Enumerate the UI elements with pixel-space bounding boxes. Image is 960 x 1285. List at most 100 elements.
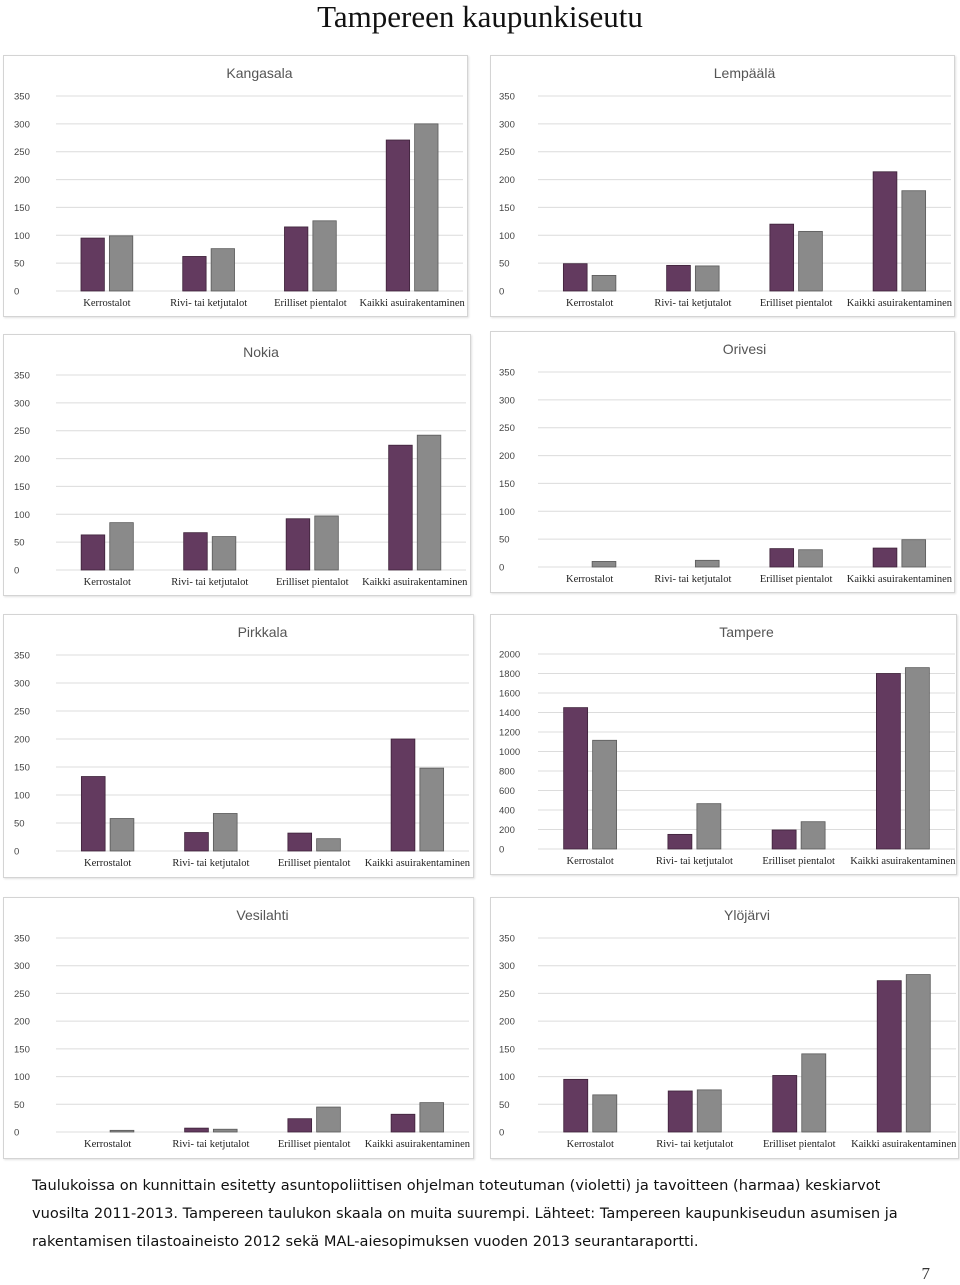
chart-svg: Tampere 0 200 400 600 800 1000 1200 1400 1600 1800…	[499, 624, 956, 867]
bar-toteutuma	[667, 1090, 693, 1133]
y-tick-label: 300	[499, 119, 515, 130]
y-tick-label: 300	[14, 679, 30, 690]
y-tick-label: 0	[499, 845, 504, 856]
x-category-label: Rivi- tai ketjutalot	[656, 1139, 733, 1150]
y-tick-label: 800	[499, 767, 515, 778]
y-tick-label: 50	[14, 819, 25, 830]
y-tick-label: 350	[14, 651, 30, 662]
chart-title: Nokia	[243, 344, 279, 360]
bar-toteutuma	[872, 547, 898, 568]
y-tick-label: 200	[499, 1017, 515, 1028]
bar-toteutuma	[388, 444, 413, 571]
x-category-label: Kerrostalot	[84, 577, 131, 588]
y-tick-label: 150	[14, 763, 30, 774]
y-tick-label: 0	[14, 566, 19, 577]
y-tick-label: 300	[14, 398, 30, 409]
bar-toteutuma	[563, 707, 589, 850]
bar-tavoite	[212, 813, 238, 852]
bar-tavoite	[109, 1129, 135, 1133]
chart-title: Pirkkala	[238, 624, 288, 640]
bar-toteutuma	[285, 518, 311, 571]
chart-panel-2: Lempäälä 0 50 100 150 200 250 300 350 Kerrostalot…	[490, 55, 955, 317]
x-category-label: Erilliset pientalot	[274, 298, 347, 309]
y-tick-label: 200	[14, 175, 30, 186]
bar-tavoite	[312, 220, 337, 292]
bar-toteutuma	[875, 673, 901, 850]
y-tick-label: 50	[499, 1100, 510, 1111]
chart-panel-8: Ylöjärvi 0 50 100 150 200 250 300 350 Kerrostalot…	[490, 897, 959, 1159]
bar-toteutuma	[872, 171, 898, 292]
bar-tavoite	[109, 522, 134, 571]
y-tick-label: 1600	[499, 689, 520, 700]
bar-toteutuma	[184, 832, 209, 852]
y-tick-label: 1400	[499, 708, 520, 719]
bar-toteutuma	[184, 1127, 209, 1133]
bar-tavoite	[416, 434, 442, 571]
y-tick-label: 50	[499, 535, 510, 546]
y-tick-label: 100	[14, 231, 30, 242]
y-tick-label: 350	[14, 92, 30, 103]
y-tick-label: 1800	[499, 669, 520, 680]
bar-tavoite	[592, 1094, 618, 1133]
y-tick-label: 350	[499, 934, 515, 945]
x-category-label: Kerrostalot	[566, 574, 613, 585]
chart-panel-5: Pirkkala 0 50 100 150 200 250 300 350 Kerrostalot…	[3, 614, 474, 878]
bar-toteutuma	[80, 534, 106, 571]
bar-tavoite	[211, 536, 237, 571]
x-category-label: Kerrostalot	[566, 298, 613, 309]
y-tick-label: 250	[14, 989, 30, 1000]
bar-toteutuma	[667, 833, 693, 850]
y-tick-label: 50	[499, 259, 510, 270]
y-tick-label: 300	[499, 961, 515, 972]
chart-svg: Lempäälä 0 50 100 150 200 250 300 350 Kerrostalot…	[499, 65, 953, 309]
x-category-label: Kerrostalot	[84, 1139, 131, 1150]
y-tick-label: 0	[14, 287, 19, 298]
bar-tavoite	[108, 235, 134, 292]
y-tick-label: 200	[499, 451, 515, 462]
chart-svg: Vesilahti 0 50 100 150 200 250 300 350 Kerrostalo…	[14, 907, 471, 1150]
bar-tavoite	[419, 767, 445, 852]
y-tick-label: 150	[14, 1044, 30, 1055]
bar-toteutuma	[182, 256, 207, 292]
bar-tavoite	[316, 838, 341, 852]
y-tick-label: 250	[14, 707, 30, 718]
chart-svg: Nokia 0 50 100 150 200 250 300 350 Kerrostalot Riv…	[14, 344, 468, 588]
x-category-label: Erilliset pientalot	[760, 574, 833, 585]
y-tick-label: 150	[499, 1044, 515, 1055]
x-category-label: Erilliset pientalot	[763, 1139, 836, 1150]
y-tick-label: 200	[499, 825, 515, 836]
y-tick-label: 250	[499, 989, 515, 1000]
y-tick-label: 50	[14, 1100, 25, 1111]
chart-panel-6: Tampere 0 200 400 600 800 1000 1200 1400 1600 1800…	[490, 614, 957, 875]
y-tick-label: 100	[14, 791, 30, 802]
chart-title: Kangasala	[226, 65, 292, 81]
x-category-label: Rivi- tai ketjutalot	[172, 1139, 249, 1150]
y-tick-label: 200	[14, 1017, 30, 1028]
bar-toteutuma	[385, 139, 411, 292]
x-category-label: Erilliset pientalot	[278, 858, 351, 869]
y-tick-label: 1000	[499, 747, 520, 758]
bar-tavoite	[798, 549, 823, 568]
y-tick-label: 0	[499, 1128, 504, 1139]
x-category-label: Kerrostalot	[83, 298, 130, 309]
bar-toteutuma	[287, 832, 313, 852]
chart-panel-7: Vesilahti 0 50 100 150 200 250 300 350 Kerrostalo…	[3, 897, 474, 1159]
chart-svg: Kangasala 0 50 100 150 200 250 300 350 Kerrostalo…	[14, 65, 465, 309]
y-tick-label: 250	[14, 426, 30, 437]
x-category-label: Kaikki asuirakentaminen	[847, 574, 953, 585]
y-tick-label: 200	[14, 735, 30, 746]
bar-toteutuma	[284, 226, 309, 292]
bar-tavoite	[801, 1053, 827, 1133]
chart-title: Ylöjärvi	[724, 907, 770, 923]
bar-tavoite	[694, 265, 720, 292]
chart-panel-4: Orivesi 0 50 100 150 200 250 300 350 Kerrostalot R…	[490, 331, 955, 593]
bar-toteutuma	[771, 829, 797, 850]
bar-tavoite	[800, 821, 826, 850]
bar-toteutuma	[287, 1118, 313, 1133]
y-tick-label: 350	[14, 371, 30, 382]
y-tick-label: 200	[14, 454, 30, 465]
chart-panel-1: Kangasala 0 50 100 150 200 250 300 350 Kerrostalo…	[3, 55, 468, 317]
bar-toteutuma	[390, 1113, 416, 1133]
figure-caption: Taulukoissa on kunnittain esitetty asunt…	[32, 1177, 898, 1250]
bar-toteutuma	[183, 532, 208, 571]
